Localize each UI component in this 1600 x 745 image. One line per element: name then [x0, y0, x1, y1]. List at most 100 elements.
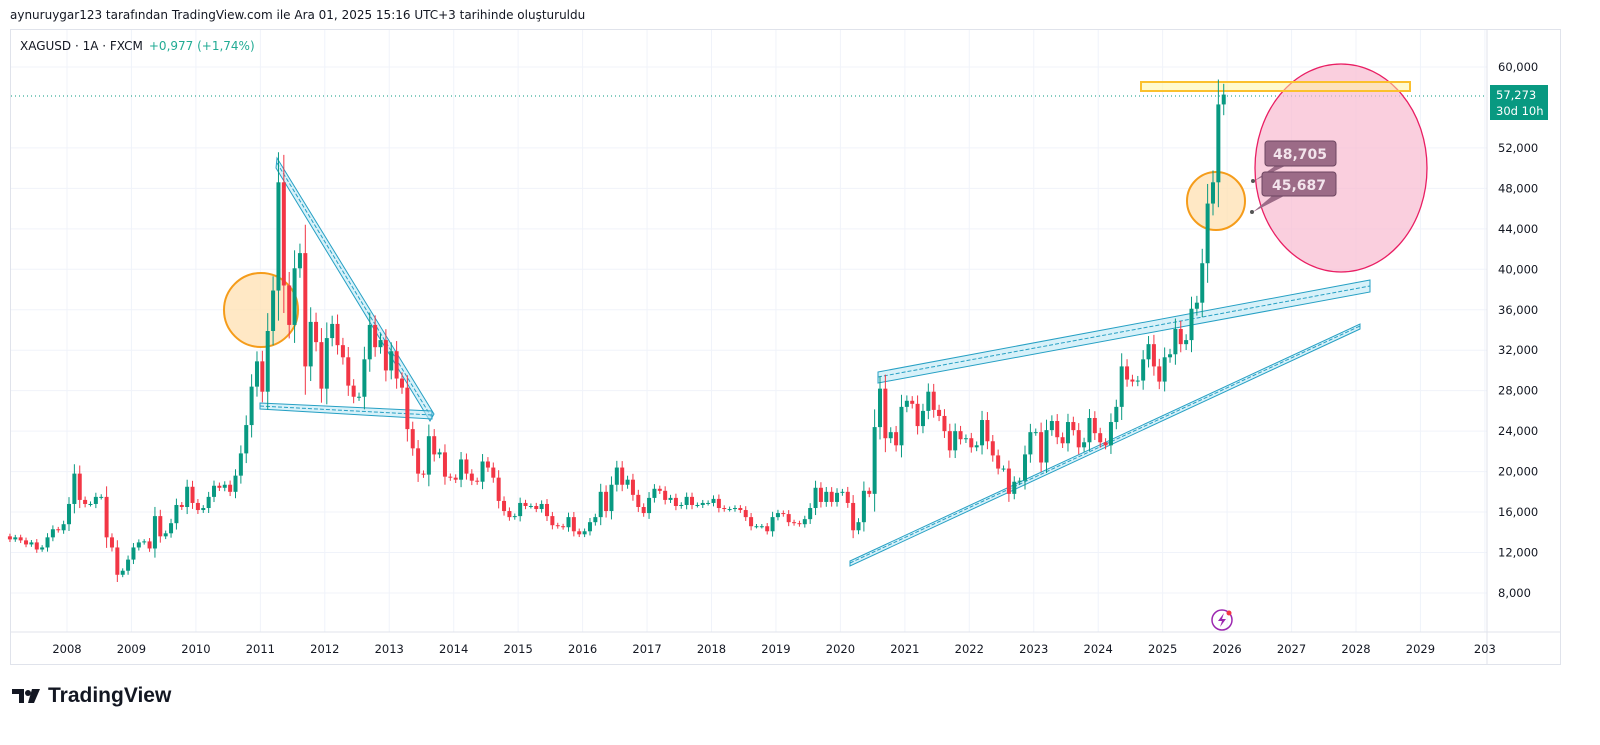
- resistance-zone[interactable]: [1140, 81, 1411, 92]
- triangle-pattern[interactable]: [259, 156, 435, 422]
- callout-45687[interactable]: 45,687: [1250, 171, 1337, 214]
- candle-body: [56, 529, 61, 531]
- candle-body: [34, 542, 39, 550]
- lightning-icon[interactable]: [1211, 609, 1233, 631]
- candle-body: [695, 504, 700, 506]
- candle: [496, 470, 501, 509]
- candle-body: [88, 503, 93, 505]
- candle-body: [518, 502, 523, 517]
- candle: [399, 372, 404, 394]
- candle: [829, 487, 834, 507]
- candle-body: [357, 396, 362, 398]
- candle-body: [1135, 380, 1140, 382]
- candle-body: [1044, 430, 1049, 463]
- price-axis[interactable]: 60,000 52,000 48,000 44,000 40,000 36,000 32,0…: [1498, 60, 1538, 600]
- candle: [1103, 438, 1108, 450]
- highlight-circle-2025[interactable]: [1186, 171, 1246, 231]
- candle: [104, 486, 109, 548]
- candle: [276, 152, 281, 321]
- candle: [845, 486, 850, 508]
- candle: [770, 511, 775, 537]
- candle: [582, 528, 587, 538]
- candle: [126, 555, 131, 575]
- candle-body: [727, 509, 732, 511]
- candle-body: [1141, 359, 1146, 381]
- candle: [593, 513, 598, 526]
- price-tick: 20,000: [1498, 465, 1538, 479]
- candle-body: [7, 536, 12, 540]
- year-tick: 2027: [1277, 642, 1306, 656]
- year-tick: 2016: [568, 642, 597, 656]
- candle: [910, 396, 915, 409]
- candle: [851, 495, 856, 539]
- candle-body: [383, 340, 388, 371]
- candle-body: [77, 473, 82, 500]
- candle-body: [1108, 422, 1113, 446]
- candle: [115, 540, 120, 582]
- candle: [448, 473, 453, 481]
- candle: [539, 500, 544, 513]
- candle-body: [1023, 454, 1028, 481]
- candle: [464, 453, 469, 480]
- candle-body: [534, 505, 539, 510]
- candle: [228, 480, 233, 497]
- candle-body: [190, 486, 195, 503]
- candle: [663, 486, 668, 505]
- candle: [61, 520, 66, 534]
- candle: [67, 497, 71, 531]
- candle: [179, 502, 184, 510]
- candle-body: [297, 253, 302, 269]
- candle-body: [40, 547, 45, 550]
- candle: [647, 492, 652, 519]
- candle: [963, 434, 968, 443]
- candle: [1168, 348, 1173, 363]
- candle-body: [351, 385, 356, 397]
- candle: [303, 224, 308, 395]
- candle-body: [593, 517, 598, 523]
- candle-body: [394, 351, 399, 379]
- time-axis[interactable]: 2008 2009 2010 2011 2012 2013 2014 2015 2016 2017…: [52, 642, 1496, 656]
- candle: [722, 505, 727, 512]
- callout-48705[interactable]: 48,705: [1251, 140, 1337, 183]
- candle-body: [545, 503, 550, 517]
- candle-body: [421, 473, 426, 475]
- candle-body: [480, 461, 485, 482]
- year-tick: 2015: [504, 642, 533, 656]
- year-tick: 2021: [890, 642, 919, 656]
- candle: [1162, 347, 1167, 392]
- candle-body: [872, 427, 877, 494]
- candle-body: [485, 461, 490, 468]
- tradingview-logo[interactable]: TradingView: [12, 684, 171, 708]
- year-tick: 2018: [697, 642, 726, 656]
- candle-body: [1028, 432, 1033, 455]
- chart-frame: [10, 29, 1561, 665]
- candle-body: [700, 502, 705, 505]
- candle: [609, 476, 614, 520]
- candle-body: [115, 547, 120, 575]
- candle: [920, 403, 925, 434]
- year-tick: 2024: [1084, 642, 1113, 656]
- candle-body: [67, 503, 71, 525]
- candle-body: [571, 517, 576, 532]
- candle-body: [561, 526, 566, 528]
- candlestick-series: [7, 79, 1226, 582]
- candle: [1065, 413, 1070, 452]
- candle-body: [808, 508, 813, 520]
- candle: [24, 537, 29, 548]
- candle: [614, 460, 619, 492]
- candle-body: [405, 387, 410, 430]
- year-tick: 2022: [955, 642, 984, 656]
- highlight-circle-2011[interactable]: [223, 272, 299, 348]
- candle-body: [1092, 417, 1097, 434]
- candle-body: [609, 484, 614, 512]
- candle: [1039, 422, 1044, 473]
- candle: [136, 539, 141, 551]
- candle: [405, 375, 410, 442]
- symbol-info[interactable]: XAGUSD · 1A · FXCM: [20, 39, 143, 53]
- target-ellipse[interactable]: [1254, 63, 1428, 273]
- candle-body: [663, 490, 668, 500]
- candle: [18, 534, 23, 544]
- candle-body: [233, 475, 238, 492]
- candle-body: [620, 467, 625, 485]
